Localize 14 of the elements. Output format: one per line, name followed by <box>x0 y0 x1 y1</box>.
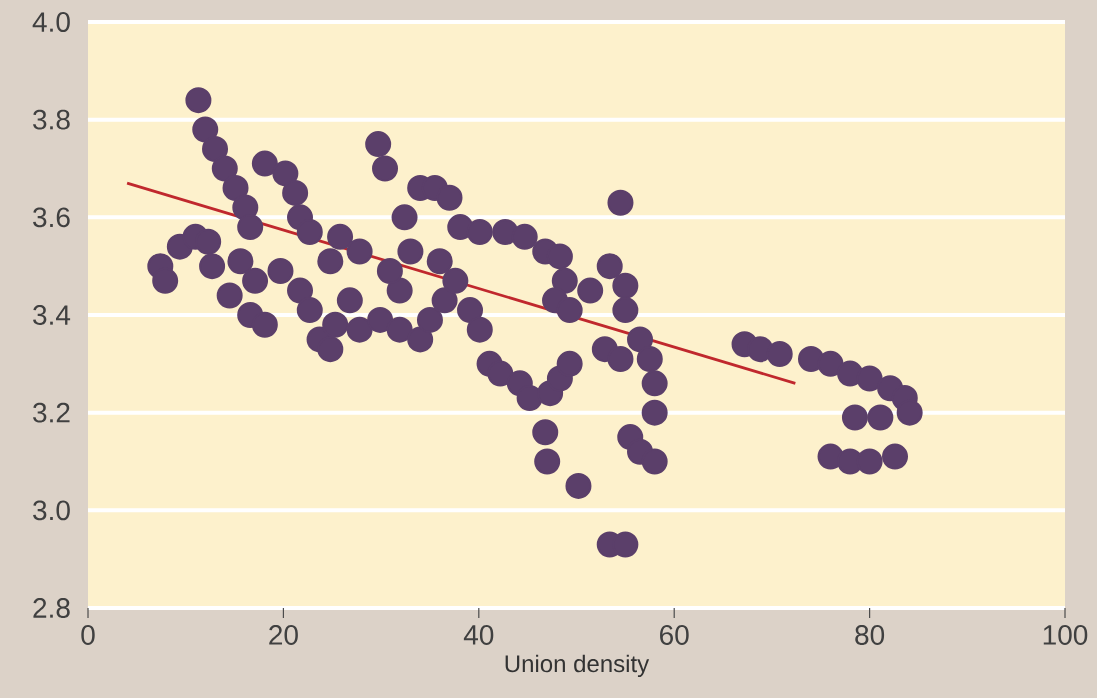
y-tick-label: 2.8 <box>33 598 70 618</box>
y-tick-label: 3.6 <box>33 207 70 228</box>
y-tick-label: 3.4 <box>33 305 71 325</box>
x-tick-label: 40 <box>463 625 494 645</box>
y-tick-label: 3.2 <box>33 402 70 423</box>
x-tick-label: 60 <box>660 625 689 645</box>
x-tick-label: 100 <box>1043 625 1088 645</box>
x-tick-label: 80 <box>855 625 885 645</box>
y-tick-label: 4.0 <box>32 12 70 32</box>
y-tick-label: 3.0 <box>33 500 70 521</box>
x-axis-title: Union density <box>505 654 650 677</box>
y-tick-label: 3.8 <box>33 109 70 130</box>
x-tick-label: 0 <box>81 625 95 645</box>
x-tick-label: 20 <box>269 625 298 645</box>
